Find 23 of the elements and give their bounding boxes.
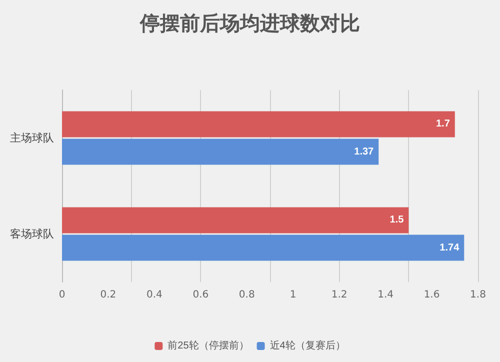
chart-title: 停摆前后场均进球数对比 — [139, 11, 360, 35]
data-label: 1.7 — [436, 118, 450, 130]
data-label: 1.5 — [390, 214, 404, 226]
x-tick-label: 1.4 — [378, 290, 394, 300]
x-tick-label: 0.2 — [100, 290, 116, 300]
bar — [62, 207, 409, 234]
bar — [62, 138, 379, 165]
x-tick-label: 1 — [290, 290, 296, 300]
y-tick-label: 客场球队 — [10, 228, 54, 240]
bar — [62, 234, 464, 261]
x-tick-label: 0.4 — [146, 290, 162, 300]
x-tick-label: 0 — [58, 290, 66, 300]
x-tick-label: 1.2 — [331, 290, 348, 300]
x-tick-label: 1.8 — [470, 290, 486, 300]
data-label: 1.37 — [354, 146, 374, 158]
x-tick-label: 1.6 — [424, 290, 440, 300]
legend-label: 前25轮（停摆前） — [168, 340, 249, 352]
legend-label: 近4轮（复赛后） — [270, 340, 346, 352]
bar — [62, 111, 455, 138]
y-tick-label: 主场球队 — [10, 132, 54, 144]
data-label: 1.74 — [440, 242, 460, 254]
x-tick-label: 0.8 — [238, 290, 255, 300]
x-tick-label: 0.6 — [192, 290, 209, 300]
